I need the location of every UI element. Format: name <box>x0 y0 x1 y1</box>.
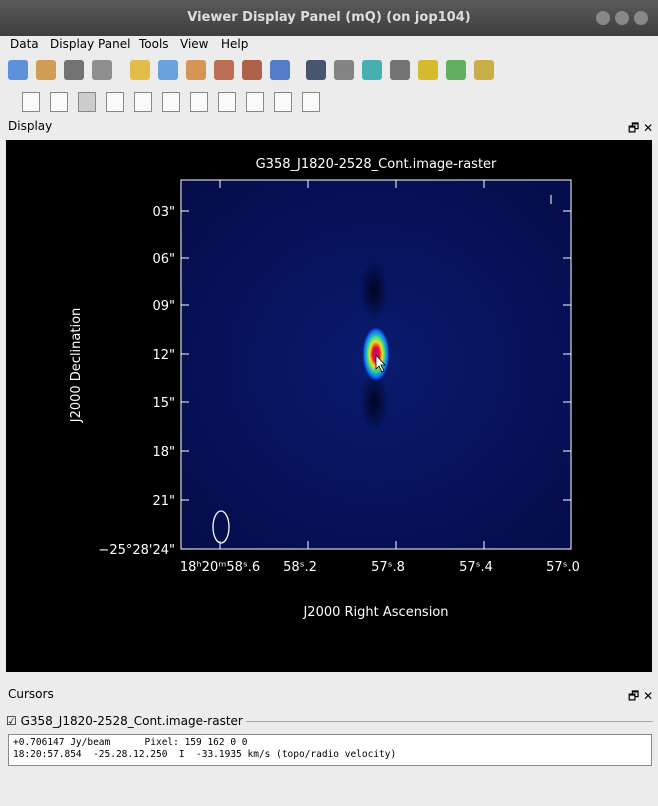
image-checkbox[interactable]: ☑ G358_J1820-2528_Cont.image-raster <box>6 714 246 728</box>
x-tick-label: 58ˢ.2 <box>283 560 317 575</box>
panel-label: Display <box>8 119 52 133</box>
tool-button[interactable] <box>158 60 178 80</box>
mouse-tool[interactable] <box>218 92 236 112</box>
viewer-window: Viewer Display Panel (mQ) (on jop104) Da… <box>0 0 658 806</box>
x-axis-label: J2000 Right Ascension <box>302 605 448 620</box>
y-tick-label: 06" <box>152 252 175 267</box>
x-tick-label: 57ˢ.0 <box>546 560 580 575</box>
menu-item[interactable]: Data <box>10 37 39 51</box>
menu-item[interactable]: Help <box>221 37 248 51</box>
tool-button[interactable] <box>130 60 150 80</box>
mouse-tool[interactable] <box>134 92 152 112</box>
tool-button[interactable] <box>446 60 466 80</box>
tool-button[interactable] <box>362 60 382 80</box>
y-tick-label: −25°28'24" <box>98 543 175 558</box>
y-tick-label: 03" <box>152 205 175 220</box>
menu-item[interactable]: Tools <box>139 37 169 51</box>
tool-button[interactable] <box>8 60 28 80</box>
mouse-tool[interactable] <box>50 92 68 112</box>
tool-button[interactable] <box>214 60 234 80</box>
mouse-tool[interactable] <box>302 92 320 112</box>
mouse-tool[interactable] <box>274 92 292 112</box>
x-tick-label: 18ʰ20ᵐ58ˢ.6 <box>180 560 260 575</box>
panel-float-close[interactable]: 🗗 ✕ <box>628 687 653 708</box>
readout-line: 18:20:57.854 -25.28.12.250 I -33.1935 km… <box>13 749 647 761</box>
tool-button[interactable] <box>186 60 206 80</box>
tool-button[interactable] <box>270 60 290 80</box>
y-axis-label: J2000 Declination <box>69 308 84 424</box>
x-tick-label: 57ˢ.8 <box>371 560 405 575</box>
display-area: G358_J1820-2528_Cont.image-raster J2000 … <box>6 140 652 672</box>
y-tick-label: 15" <box>152 396 175 411</box>
source-emission <box>362 326 390 382</box>
mouse-tool[interactable] <box>22 92 40 112</box>
menu-item[interactable]: View <box>180 37 208 51</box>
mouse-tool[interactable] <box>246 92 264 112</box>
mouse-tool[interactable] <box>106 92 124 112</box>
mouse-tool[interactable] <box>190 92 208 112</box>
tool-button[interactable] <box>36 60 56 80</box>
mouse-tools-toolbar <box>8 90 348 114</box>
y-tick-label: 12" <box>152 348 175 363</box>
checkbox-label: G358_J1820-2528_Cont.image-raster <box>21 714 243 728</box>
tool-button[interactable] <box>242 60 262 80</box>
toolbar <box>8 60 508 84</box>
title-bar: Viewer Display Panel (mQ) (on jop104) <box>0 0 658 36</box>
panel-float-close[interactable]: 🗗 ✕ <box>628 119 653 140</box>
tool-button[interactable] <box>92 60 112 80</box>
y-tick-label: 09" <box>152 299 175 314</box>
y-tick-label: 18" <box>152 445 175 460</box>
y-tick-label: 21" <box>152 494 175 509</box>
raster-feature <box>360 260 388 320</box>
tool-button[interactable] <box>474 60 494 80</box>
mouse-tool[interactable] <box>162 92 180 112</box>
plot-title: G358_J1820-2528_Cont.image-raster <box>256 157 497 172</box>
tool-button[interactable] <box>418 60 438 80</box>
window-title: Viewer Display Panel (mQ) (on jop104) <box>187 10 470 25</box>
image-plot: G358_J1820-2528_Cont.image-raster J2000 … <box>6 140 652 672</box>
tool-button[interactable] <box>390 60 410 80</box>
window-controls[interactable] <box>596 11 652 25</box>
tool-button[interactable] <box>306 60 326 80</box>
menu-item[interactable]: Display Panel <box>50 37 130 51</box>
tool-button[interactable] <box>64 60 84 80</box>
readout-line: +0.706147 Jy/beam Pixel: 159 162 0 0 <box>13 737 647 749</box>
tool-button[interactable] <box>334 60 354 80</box>
panel-label: Cursors <box>8 687 54 701</box>
x-tick-label: 57ˢ.4 <box>459 560 493 575</box>
mouse-tool[interactable] <box>78 92 96 112</box>
